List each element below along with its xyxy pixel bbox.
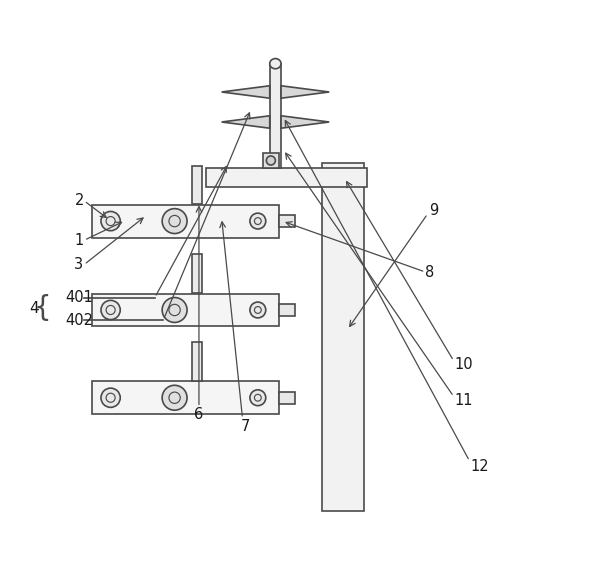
Bar bbox=[192, 343, 202, 381]
Text: 401: 401 bbox=[65, 290, 93, 305]
Circle shape bbox=[162, 209, 187, 233]
Bar bbox=[92, 205, 280, 237]
Ellipse shape bbox=[270, 59, 281, 69]
Bar bbox=[206, 168, 367, 187]
Circle shape bbox=[101, 388, 120, 407]
Circle shape bbox=[169, 392, 180, 403]
Bar bbox=[280, 215, 295, 227]
Bar bbox=[92, 381, 280, 414]
Text: 402: 402 bbox=[65, 313, 94, 328]
Circle shape bbox=[250, 302, 266, 318]
Bar bbox=[92, 294, 280, 327]
Circle shape bbox=[254, 394, 262, 401]
Bar bbox=[263, 152, 279, 168]
Text: 9: 9 bbox=[429, 203, 439, 218]
Text: 3: 3 bbox=[74, 257, 83, 272]
Text: 12: 12 bbox=[471, 459, 489, 475]
Text: 10: 10 bbox=[455, 357, 474, 372]
Text: {: { bbox=[34, 294, 51, 322]
Polygon shape bbox=[281, 86, 329, 98]
Text: 7: 7 bbox=[240, 419, 250, 434]
Circle shape bbox=[266, 156, 275, 165]
Circle shape bbox=[250, 390, 266, 406]
Circle shape bbox=[250, 213, 266, 229]
Polygon shape bbox=[222, 116, 270, 128]
Circle shape bbox=[162, 298, 187, 323]
Circle shape bbox=[106, 306, 115, 315]
Text: 6: 6 bbox=[194, 407, 204, 422]
Circle shape bbox=[254, 307, 262, 314]
Text: 4: 4 bbox=[29, 301, 39, 316]
Bar bbox=[192, 166, 202, 204]
Bar bbox=[280, 304, 295, 316]
Bar bbox=[270, 64, 281, 168]
Bar bbox=[280, 391, 295, 404]
Bar bbox=[192, 254, 202, 293]
Circle shape bbox=[169, 216, 180, 226]
Text: 8: 8 bbox=[425, 265, 435, 279]
Bar bbox=[322, 163, 364, 511]
Circle shape bbox=[106, 217, 115, 226]
Circle shape bbox=[169, 304, 180, 316]
Circle shape bbox=[162, 385, 187, 410]
Polygon shape bbox=[222, 86, 270, 98]
Circle shape bbox=[101, 212, 120, 230]
Circle shape bbox=[106, 393, 115, 402]
Circle shape bbox=[101, 300, 120, 320]
Text: 1: 1 bbox=[74, 233, 83, 248]
Text: 11: 11 bbox=[455, 393, 474, 408]
Text: 2: 2 bbox=[74, 193, 84, 208]
Polygon shape bbox=[281, 116, 329, 128]
Circle shape bbox=[254, 218, 262, 225]
